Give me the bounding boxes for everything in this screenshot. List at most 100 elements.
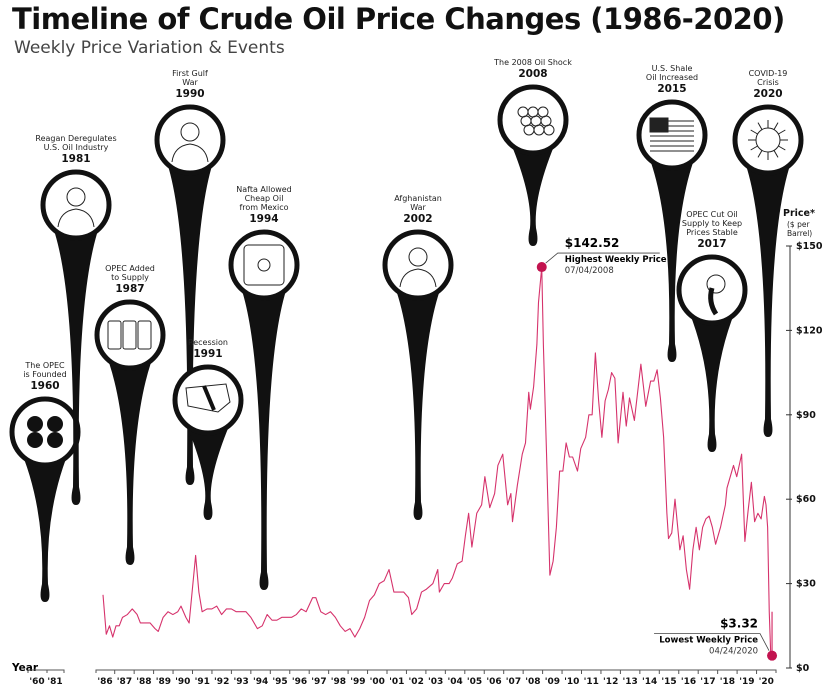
event-year: 2002 [403,213,432,225]
x-tick-label: '92 [214,677,229,687]
barrel [243,244,285,286]
pin-drip [237,277,291,590]
event-label: OPEC Cut Oil [686,210,737,219]
x-tick-label: '16 [681,677,696,687]
event-year: 2020 [753,88,782,100]
event-label: War [182,78,198,87]
event-label: COVID-19 [749,69,788,78]
event-year: 2015 [657,83,686,95]
x-tick-label: '12 [603,677,618,687]
pin-drip [685,302,739,452]
x-tick-label: '91 [195,677,210,687]
shoulders [399,268,437,288]
decline-arrow [202,385,216,411]
x-tick-label: '07 [506,677,521,687]
lowest-price-date: 04/24/2020 [709,647,758,657]
virus-spike [773,122,779,130]
x-tick-label: '01 [389,677,404,687]
pin-circle [382,229,454,301]
event-label: Reagan Deregulates [35,134,116,143]
coronavirus-icon [748,120,788,160]
virus-spike [778,145,786,151]
x-tick-label: '08 [525,677,540,687]
event-label: The OPEC [24,361,65,370]
x-tick-label: '17 [700,677,715,687]
x-tick-label: '94 [253,677,268,687]
pin-drip [103,347,157,565]
us-flag-pumpjack-icon [649,117,694,152]
chart-title: Timeline of Crude Oil Price Changes (198… [12,2,785,36]
y-axis-unit: ($ per [787,220,810,229]
x-tick-label: '96 [292,677,307,687]
x-axis-bracket [95,669,777,673]
y-axis-title: Price* [783,208,815,219]
highest-price-marker [536,262,547,273]
x-tick-label: '89 [156,677,171,687]
event-year: 1991 [193,348,222,360]
x-tick-label: '18 [720,677,735,687]
pin-circle [94,299,166,371]
x-tick-label: '09 [545,677,560,687]
x-tick-label: '15 [661,677,676,687]
afghanistan-soldier-icon [399,247,437,288]
event-label: Recession [188,338,228,347]
y-tick-label: $30 [796,579,816,590]
x-tick-label: '98 [331,677,346,687]
annotation-leader [545,252,660,264]
event-label: First Gulf [172,69,208,78]
x-tick-label: '00 [370,677,385,687]
event-label: is Founded [23,370,66,379]
x-axis-bracket [46,669,65,673]
barrel [137,320,152,350]
highest-price-label: Highest Weekly Price [565,255,667,265]
x-tick-label: '03 [428,677,443,687]
event-year: 1981 [61,153,90,165]
pin-drip [181,412,235,520]
shoulders [57,208,95,228]
oil-stream [708,287,719,316]
y-tick-label: $0 [796,663,810,674]
virus-spike [750,129,758,135]
event-year: 1990 [175,88,204,100]
x-tick-label: '60 [29,677,44,687]
opec-circle [47,416,63,432]
us-map [185,383,231,413]
highest-price-value: $142.52 [565,236,620,250]
pin-drip [506,132,560,246]
head [408,247,428,267]
head [180,122,200,142]
highest-price-date: 07/04/2008 [565,266,614,276]
event-label: Prices Stable [686,228,738,237]
reagan-portrait-icon [57,187,95,228]
price-line [102,266,772,659]
pin-drip [741,152,795,437]
pin-circle [732,104,804,176]
event-label: Afghanistan [394,194,442,203]
x-tick-label: '97 [311,677,326,687]
saddam-portrait-icon [171,122,209,163]
barrel [122,320,137,350]
event-label: Crisis [757,78,779,87]
pipe-end [543,124,555,136]
x-tick-label: '87 [117,677,132,687]
pipes-stack-icon [517,106,555,136]
pin-drip [391,277,445,520]
lowest-price-marker [767,650,778,661]
us-map-dollar-decline-icon [185,383,231,413]
pipe-end [706,274,726,294]
event-label: OPEC Added [105,264,155,273]
head [66,187,86,207]
x-tick-label: '10 [564,677,579,687]
event-label: War [410,203,426,212]
x-tick-label: '13 [623,677,638,687]
x-axis-title: Year [11,662,39,674]
pin-drip [49,217,103,505]
